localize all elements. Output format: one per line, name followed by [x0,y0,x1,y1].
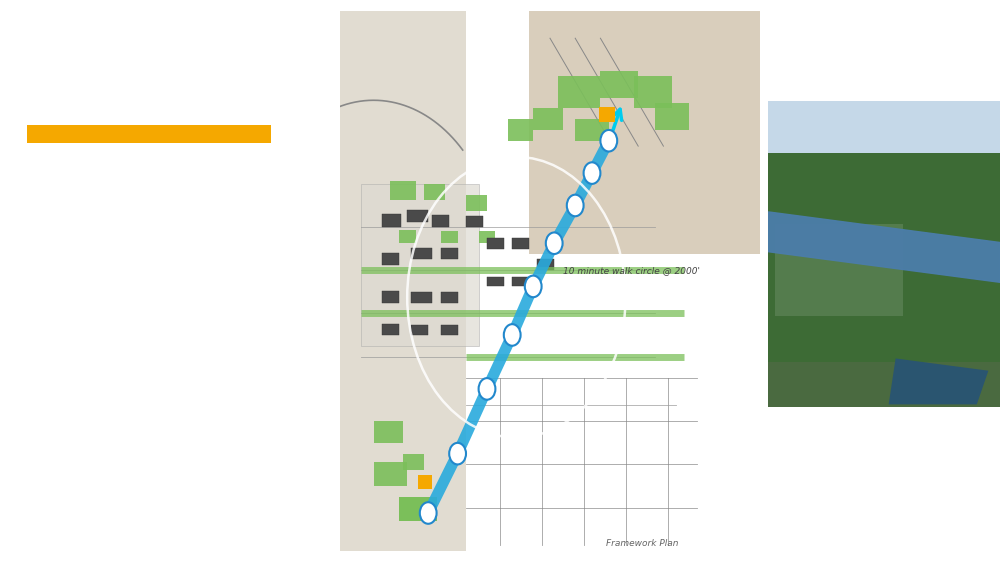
Bar [382,291,399,302]
Bar [382,253,399,265]
Text: Core Ideas: Core Ideas [30,39,279,81]
Bar [508,119,533,140]
Text: More Greenspace in
Mid Campus: More Greenspace in Mid Campus [64,299,239,340]
Text: Better Connection to
the River: Better Connection to the River [64,424,245,465]
Bar [390,181,416,200]
Bar [529,11,760,254]
Bar [775,224,903,316]
Bar [340,11,466,551]
Bar [599,107,615,122]
Bar [479,232,495,243]
Circle shape [420,502,437,524]
Bar [768,101,1000,156]
Bar [512,277,529,287]
Bar [537,260,554,270]
Circle shape [600,130,617,152]
Circle shape [546,233,563,254]
Bar [441,292,458,302]
Text: Transportation Spine: Transportation Spine [64,239,244,257]
Bar [768,153,1000,361]
Bar [399,230,416,243]
Circle shape [584,162,600,184]
Bar [399,497,437,521]
Text: •: • [30,424,40,442]
Text: •: • [30,239,40,257]
Bar [768,156,1000,209]
Circle shape [479,378,495,400]
Circle shape [567,194,584,216]
Bar [466,216,483,227]
Bar [634,76,672,108]
Bar [558,76,600,108]
Text: Health Science
Quad: Health Science Quad [64,361,194,402]
Text: •: • [30,188,40,206]
Text: Increase Density: Increase Density [64,495,210,513]
Circle shape [504,324,521,346]
Bar [411,325,428,335]
Bar [432,215,449,227]
Bar [533,108,563,130]
Bar [418,475,432,489]
Bar [424,184,445,200]
Bar [655,103,689,130]
Bar [407,210,428,221]
Polygon shape [889,359,988,405]
Bar [27,125,271,143]
Bar [382,214,401,227]
Bar [768,361,1000,407]
Bar [411,292,432,302]
Bar [512,238,529,248]
Text: •: • [30,495,40,513]
Bar [487,238,504,248]
Bar [487,277,504,287]
Bar [441,325,458,335]
Text: •: • [30,299,40,317]
Text: 10 minute walk circle @ 2000': 10 minute walk circle @ 2000' [563,266,700,275]
Circle shape [449,443,466,464]
Bar [411,247,432,260]
Bar [382,324,399,335]
Bar [466,194,487,211]
Text: Framework Plan: Framework Plan [606,539,679,548]
Circle shape [525,275,542,297]
Bar [600,71,638,98]
Bar [441,247,458,260]
Bar [361,184,479,346]
Text: Innovation District: Innovation District [64,188,224,206]
Bar [441,232,458,243]
Text: •: • [30,361,40,379]
Bar [403,454,424,470]
Bar [374,462,407,486]
Bar [374,422,403,443]
Bar [575,119,609,140]
